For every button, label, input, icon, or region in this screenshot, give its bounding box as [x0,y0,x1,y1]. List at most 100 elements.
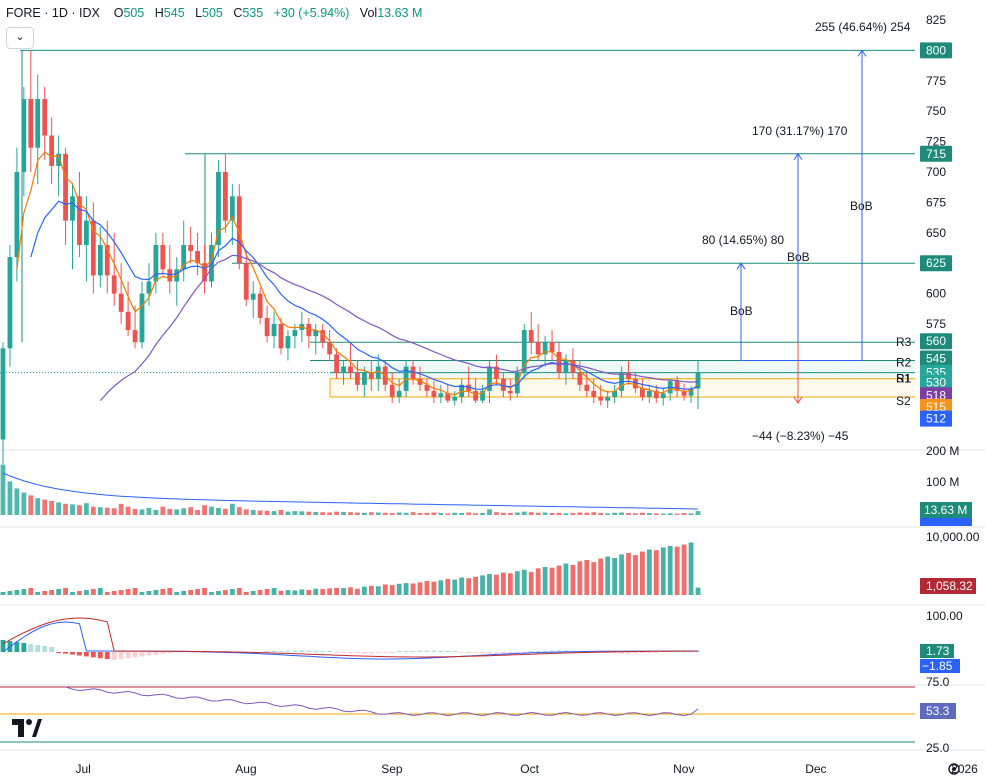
osc-bar [410,583,416,595]
candle [209,244,214,282]
symbol[interactable]: FORE [6,6,41,20]
tradingview-logo-icon[interactable] [10,713,42,743]
macd-histogram-bar [139,652,145,657]
close-label: C [233,6,243,20]
osc-bar [563,563,569,595]
candle [570,360,576,373]
volume-bar [535,512,541,515]
macd-histogram-bar [445,651,451,652]
price-tick: 650 [926,226,946,240]
candle [111,275,117,294]
volume-bar [334,511,339,515]
volume-bar [403,512,409,515]
osc-bar [695,587,701,595]
measure-arrow-1-head [857,49,867,57]
candle [368,372,374,379]
candle [42,99,48,136]
osc-bar [90,589,96,595]
osc-bar [619,554,624,595]
osc-bar [542,567,548,595]
price-tick: 725 [926,135,946,149]
price-tick: 825 [926,13,946,27]
volume-bar [646,513,652,515]
candle [243,263,249,300]
macd-histogram-bar [104,652,110,660]
osc-bar [139,592,145,595]
osc-bar [507,573,513,595]
osc-bar [257,590,263,595]
osc-bar [556,565,562,595]
osc-bar [487,574,492,595]
osc-bar [473,576,478,595]
candle [396,390,402,397]
price-label-box [920,255,952,272]
separator: · [71,6,76,20]
macd-histogram-bar [501,652,506,654]
candle [167,269,173,282]
candle [653,390,659,399]
osc-bar [494,574,499,595]
volume-bar [97,507,103,515]
volume-bar [264,510,270,515]
price-label-box [920,410,952,427]
candle [195,251,200,264]
candle [250,293,256,300]
interval[interactable]: 1D [51,6,68,20]
volume-bar [77,505,82,515]
candle [674,381,680,391]
candle [285,336,291,349]
volume-bar [63,503,68,515]
osc-bar [667,546,673,595]
x-tick-label: Jul [75,762,90,776]
osc-bar [375,586,381,595]
volume-ma-line [2,472,699,510]
candle [202,263,207,282]
volume-bar [0,464,6,515]
volume-bar [202,505,207,515]
macd-histogram-bar [125,652,131,659]
osc-bar [535,568,541,595]
price-tick: 675 [926,195,946,209]
candle [480,390,485,401]
osc-bar [445,578,451,595]
osc-bar [174,592,180,595]
volume-bar [271,511,277,515]
osc-bar [35,592,41,595]
candle [681,390,687,396]
separator: · [44,6,49,20]
price-label-box [920,145,952,162]
macd-histogram-bar [438,650,444,652]
volume-bar [250,509,256,515]
volume-bar [542,512,548,515]
macd-histogram-bar [348,652,353,654]
volume-bar [466,512,472,515]
osc-bar [153,590,159,595]
osc-bar [549,567,555,595]
candle [549,342,555,352]
volume-bar [132,508,138,515]
candle [612,390,617,397]
volume-bar [431,512,437,515]
candle [591,390,597,397]
candle [633,378,638,389]
macd-histogram-bar [605,652,611,653]
price-label: 530 [926,376,946,390]
macd-histogram-bar [459,652,465,653]
macd-histogram-bar [494,652,499,654]
macd-histogram-bar [160,652,166,654]
price-label: 515 [926,400,946,414]
volume-bar [549,513,555,515]
collapse-button[interactable]: ⌄ [6,27,34,49]
gear-icon[interactable] [948,763,960,775]
candle [542,342,548,355]
macd-histogram-bar [382,652,388,653]
volume-bar [188,507,194,515]
pivot-band [330,360,915,379]
price-label: 512 [926,412,946,426]
volume-bar [396,512,402,515]
volume-tick: 100 M [926,475,959,489]
volume-bar [507,513,513,515]
volume-bar [626,513,631,515]
volume-bar [389,513,395,515]
